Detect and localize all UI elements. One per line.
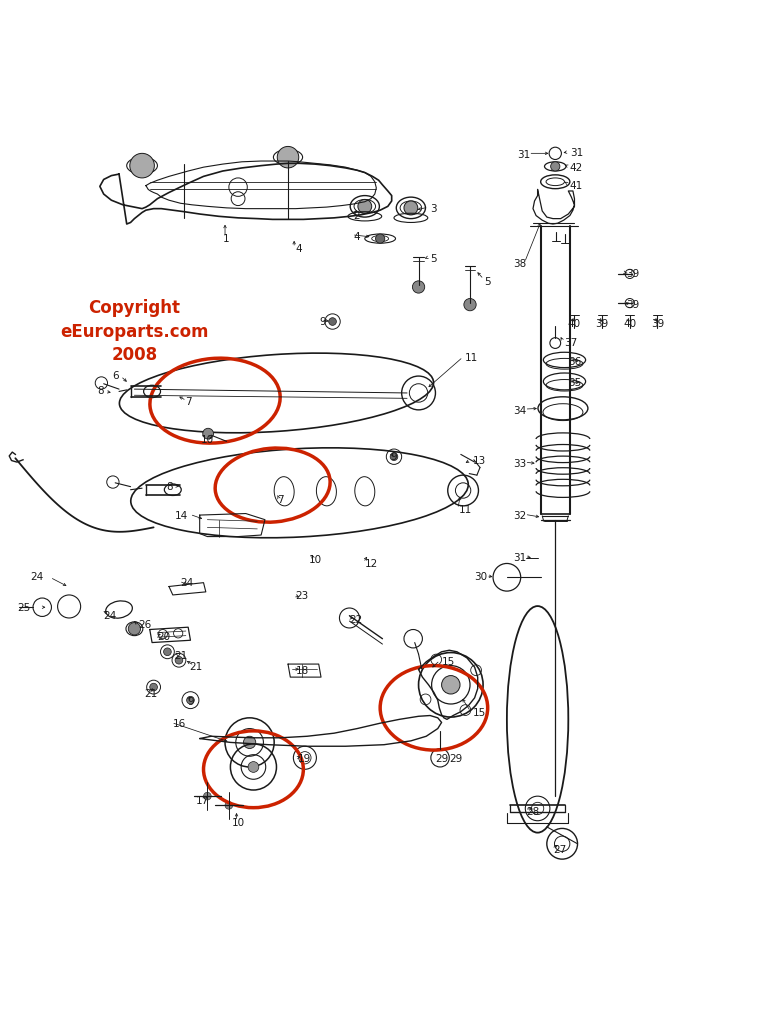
Text: 26: 26	[138, 620, 151, 630]
Text: 24: 24	[31, 572, 44, 583]
Text: 4: 4	[353, 232, 360, 242]
Text: 31: 31	[517, 150, 530, 160]
Text: 10: 10	[231, 818, 245, 828]
Text: 27: 27	[553, 845, 566, 855]
Text: 41: 41	[570, 180, 583, 190]
Circle shape	[203, 428, 214, 439]
Text: 7: 7	[185, 397, 191, 408]
Text: 39: 39	[595, 318, 609, 329]
Text: 10: 10	[200, 435, 214, 444]
Text: 9: 9	[187, 696, 194, 707]
Text: 2: 2	[353, 211, 360, 221]
Text: 6: 6	[112, 371, 119, 381]
Circle shape	[150, 683, 157, 691]
Text: 5: 5	[430, 254, 437, 263]
Text: 32: 32	[513, 511, 526, 521]
Circle shape	[404, 201, 418, 215]
Circle shape	[412, 281, 425, 293]
Text: 4: 4	[296, 245, 303, 254]
Text: 33: 33	[513, 459, 526, 469]
Text: Copyright
eEuroparts.com
2008: Copyright eEuroparts.com 2008	[60, 299, 209, 365]
Text: 21: 21	[174, 651, 187, 662]
Circle shape	[204, 793, 211, 800]
Text: 24: 24	[180, 578, 194, 588]
Text: 21: 21	[144, 689, 157, 699]
Text: 39: 39	[650, 318, 664, 329]
Text: 13: 13	[472, 457, 485, 466]
Text: 30: 30	[475, 572, 488, 583]
Text: 19: 19	[298, 755, 311, 764]
Text: 38: 38	[513, 259, 526, 269]
Text: 42: 42	[570, 163, 583, 173]
Text: 16: 16	[173, 719, 186, 729]
Text: 36: 36	[568, 357, 581, 368]
Text: 8: 8	[166, 482, 173, 493]
Text: 39: 39	[626, 269, 639, 279]
Circle shape	[329, 317, 336, 326]
Text: 35: 35	[568, 378, 581, 388]
Text: 17: 17	[195, 796, 209, 806]
Circle shape	[390, 453, 398, 461]
Text: 5: 5	[484, 276, 491, 287]
Text: 22: 22	[349, 614, 362, 625]
Text: 34: 34	[513, 406, 526, 416]
Text: 3: 3	[430, 204, 437, 214]
Text: 14: 14	[175, 511, 188, 521]
Text: 9: 9	[391, 452, 397, 462]
Text: 10: 10	[308, 555, 322, 565]
Circle shape	[130, 154, 154, 178]
Text: 15: 15	[472, 709, 485, 718]
Circle shape	[164, 648, 171, 655]
Text: 20: 20	[157, 632, 170, 642]
Text: 11: 11	[459, 506, 472, 515]
Text: 40: 40	[568, 318, 581, 329]
Text: 37: 37	[564, 338, 578, 348]
Circle shape	[128, 623, 141, 635]
Text: 15: 15	[442, 656, 455, 667]
Text: 18: 18	[296, 666, 309, 676]
Text: 31: 31	[513, 553, 526, 563]
Circle shape	[243, 736, 256, 749]
Circle shape	[376, 234, 385, 243]
Text: 39: 39	[626, 300, 639, 310]
Text: 25: 25	[18, 603, 31, 613]
Text: 21: 21	[189, 663, 203, 672]
Text: 24: 24	[104, 610, 117, 621]
Text: 29: 29	[435, 755, 449, 764]
Text: 11: 11	[465, 353, 478, 364]
Text: 28: 28	[526, 807, 539, 816]
Circle shape	[464, 299, 476, 311]
Text: 7: 7	[277, 495, 283, 505]
Circle shape	[225, 802, 233, 809]
Text: 40: 40	[623, 318, 637, 329]
Circle shape	[175, 656, 183, 664]
Text: 31: 31	[570, 147, 583, 158]
Text: 1: 1	[223, 234, 230, 245]
Text: 12: 12	[365, 559, 378, 569]
Text: 9: 9	[319, 316, 326, 327]
Circle shape	[442, 676, 460, 694]
Circle shape	[358, 200, 372, 213]
Circle shape	[277, 146, 299, 168]
Text: 8: 8	[97, 386, 104, 396]
Circle shape	[248, 762, 259, 772]
Circle shape	[551, 162, 560, 171]
Circle shape	[187, 696, 194, 705]
Text: 29: 29	[449, 755, 462, 764]
Text: 23: 23	[296, 592, 309, 601]
